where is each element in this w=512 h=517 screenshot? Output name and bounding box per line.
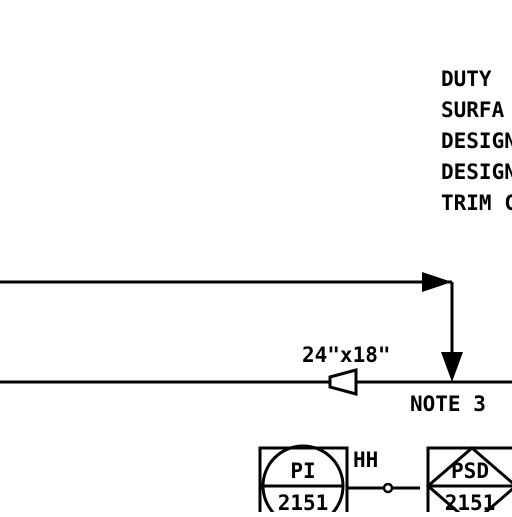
- spec-block: DUTY SURFA DESIGN DESIGN TRIM C: [441, 67, 512, 215]
- pi-tag: PI: [290, 459, 315, 483]
- upper-process-line: [0, 280, 454, 360]
- pi-frame-icon: [258, 446, 349, 517]
- spec-line-design-1: DESIGN: [441, 129, 512, 153]
- spec-line-trim: TRIM C: [441, 191, 512, 215]
- instrument-pi: PI 2151: [258, 444, 349, 517]
- psd-number: 2151: [445, 491, 496, 512]
- reducer-size-label: 24"x18": [302, 343, 391, 367]
- instrument-psd: PSD 2151: [425, 446, 512, 517]
- spec-line-duty: DUTY: [441, 67, 492, 91]
- connection-node-icon: [382, 482, 394, 494]
- pi-number: 2151: [278, 491, 329, 512]
- alarm-hh-label: HH: [353, 448, 378, 472]
- psd-diamond-icon: [425, 446, 512, 517]
- flow-arrow-down-icon: [441, 352, 463, 382]
- note-label: NOTE 3: [410, 392, 486, 416]
- reducer-icon: [328, 368, 358, 396]
- spec-line-surface: SURFA: [441, 98, 505, 122]
- psd-tag: PSD: [451, 459, 489, 483]
- flow-arrow-right-icon: [422, 272, 452, 292]
- spec-line-design-2: DESIGN: [441, 160, 512, 184]
